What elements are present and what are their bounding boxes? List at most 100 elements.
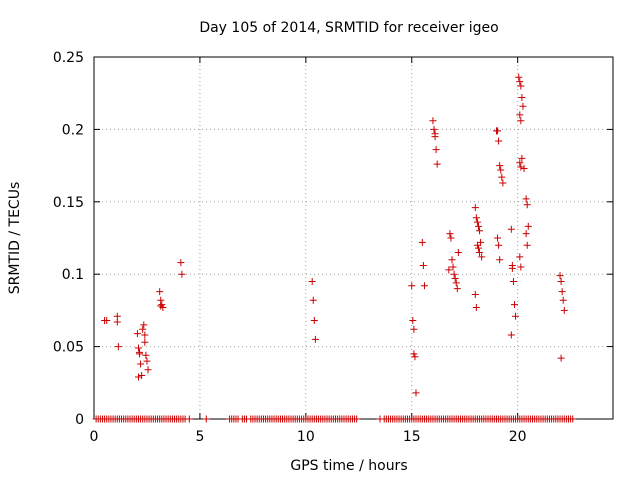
data-point (473, 218, 481, 226)
data-point (450, 270, 458, 278)
data-point-zero (569, 415, 577, 423)
y-tick-label: 0 (75, 412, 84, 428)
data-point (134, 344, 142, 352)
data-point (512, 312, 520, 320)
data-point (156, 288, 164, 296)
data-point (447, 234, 455, 242)
data-point (452, 279, 460, 287)
data-point (139, 325, 147, 333)
data-point (516, 253, 524, 261)
data-point (474, 222, 482, 230)
data-point (508, 262, 516, 270)
data-point (310, 317, 318, 325)
data-point (556, 272, 564, 280)
y-tick-label: 0.05 (53, 340, 84, 356)
data-point (410, 350, 418, 358)
x-tick-label: 15 (403, 429, 421, 445)
data-point (472, 304, 480, 312)
data-point (476, 248, 484, 256)
y-tick-label: 0.15 (53, 195, 84, 211)
data-point (494, 234, 502, 242)
data-point (496, 162, 504, 170)
data-point (557, 354, 565, 362)
data-point (522, 230, 530, 238)
data-point (507, 225, 515, 233)
data-point (495, 137, 503, 145)
data-point (478, 253, 486, 261)
data-point (432, 146, 440, 154)
data-point (451, 275, 459, 283)
data-point (495, 241, 503, 249)
data-point (418, 238, 426, 246)
data-point (496, 256, 504, 264)
data-point (420, 282, 428, 290)
data-point (477, 238, 485, 246)
data-point (311, 335, 319, 343)
grid (94, 57, 613, 419)
data-point (473, 241, 481, 249)
x-tick-label: 10 (297, 429, 315, 445)
data-point (142, 351, 150, 359)
data-point (517, 263, 525, 271)
data-point (517, 117, 525, 125)
data-point (137, 360, 145, 368)
data-point (559, 296, 567, 304)
data-point (144, 366, 152, 374)
data-point (412, 389, 420, 397)
axis-ticks: 0 5 10 15 20 0 0.05 0.1 0.15 0.2 0.25 (53, 50, 613, 445)
data-point (134, 373, 142, 381)
data-point (510, 301, 518, 309)
data-point (472, 214, 480, 222)
data-point (431, 133, 439, 141)
data-point (524, 222, 532, 230)
data-point (159, 304, 167, 312)
data-point (411, 353, 419, 361)
data-point (409, 317, 417, 325)
data-point (507, 331, 515, 339)
data-point (430, 125, 438, 133)
data-point (557, 277, 565, 285)
data-point-zero (185, 415, 193, 423)
x-axis-label: GPS time / hours (290, 458, 407, 474)
x-tick-label: 5 (195, 429, 204, 445)
data-point-zero (202, 415, 210, 423)
data-point (560, 306, 568, 314)
data-point (308, 277, 316, 285)
data-point (494, 127, 502, 135)
data-point (158, 301, 166, 309)
data-point (140, 321, 148, 329)
data-point (476, 227, 484, 235)
data-point (471, 290, 479, 298)
data-point (114, 343, 122, 351)
data-point-zero (353, 415, 361, 423)
y-tick-label: 0.25 (53, 50, 84, 66)
data-point (523, 241, 531, 249)
data-point (178, 270, 186, 278)
data-point (471, 204, 479, 212)
data-point (133, 330, 141, 338)
data-point (136, 350, 144, 358)
data-point (446, 230, 454, 238)
data-point (138, 372, 146, 380)
x-tick-label: 20 (509, 429, 527, 445)
data-point (558, 288, 566, 296)
data-point (449, 263, 457, 271)
data-point (141, 338, 149, 346)
data-point (522, 195, 530, 203)
data-point (453, 285, 461, 293)
data-point (448, 256, 456, 264)
data-point (143, 357, 151, 365)
y-tick-label: 0.2 (62, 122, 84, 138)
data-point (519, 102, 527, 110)
plot-frame (93, 56, 614, 420)
data-point (141, 331, 149, 339)
data-point (517, 82, 525, 90)
data-point (517, 163, 525, 171)
data-point (410, 325, 418, 333)
data-point (429, 117, 437, 125)
data-point (509, 277, 517, 285)
data-point (408, 282, 416, 290)
data-point (523, 201, 531, 209)
data-point (309, 296, 317, 304)
